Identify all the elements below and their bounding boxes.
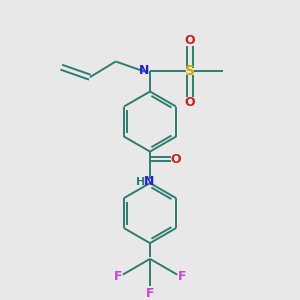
Text: O: O — [185, 96, 195, 109]
Text: F: F — [113, 269, 122, 283]
Text: O: O — [170, 153, 181, 166]
Text: H: H — [136, 177, 146, 187]
Text: S: S — [185, 64, 195, 79]
Text: F: F — [146, 287, 154, 300]
Text: N: N — [139, 64, 149, 76]
Text: O: O — [185, 34, 195, 47]
Text: N: N — [143, 175, 154, 188]
Text: F: F — [178, 269, 187, 283]
